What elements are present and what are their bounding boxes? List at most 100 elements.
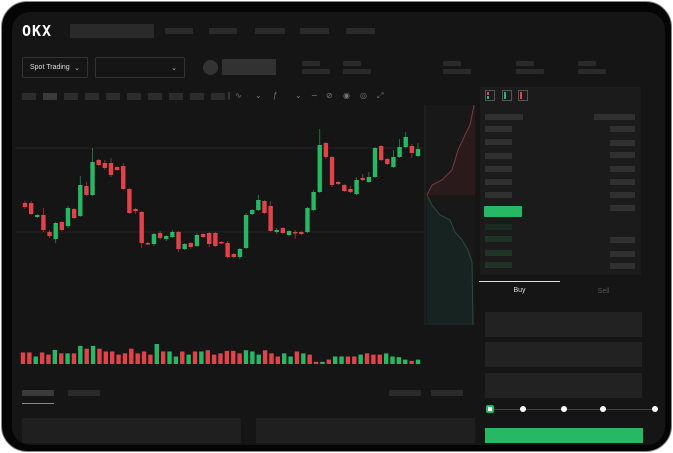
candle[interactable] bbox=[385, 159, 390, 164]
pair-dropdown[interactable]: ⌄ bbox=[95, 57, 185, 78]
candle[interactable] bbox=[121, 166, 126, 189]
candle[interactable] bbox=[274, 230, 279, 232]
candle[interactable] bbox=[139, 212, 144, 243]
candle[interactable] bbox=[311, 192, 316, 210]
buy-button[interactable] bbox=[485, 428, 643, 443]
candle[interactable] bbox=[188, 243, 193, 247]
candle[interactable] bbox=[28, 203, 34, 214]
bid-price[interactable] bbox=[485, 236, 512, 242]
nav-item[interactable] bbox=[300, 28, 329, 34]
candle[interactable] bbox=[133, 209, 138, 211]
candle[interactable] bbox=[366, 177, 372, 182]
candle[interactable] bbox=[90, 162, 95, 195]
timeframe-button-active[interactable] bbox=[43, 93, 57, 100]
timeframe-button[interactable] bbox=[22, 93, 36, 100]
timeframe-button[interactable] bbox=[85, 93, 99, 100]
candle[interactable] bbox=[378, 146, 384, 160]
price-input[interactable] bbox=[485, 312, 642, 337]
candle[interactable] bbox=[305, 208, 310, 232]
slider-step[interactable] bbox=[520, 406, 526, 412]
candle[interactable] bbox=[114, 167, 120, 170]
candle[interactable] bbox=[96, 160, 101, 165]
candle[interactable] bbox=[59, 222, 65, 230]
candle[interactable] bbox=[65, 208, 71, 226]
candle[interactable] bbox=[78, 185, 83, 216]
slider-step[interactable] bbox=[561, 406, 567, 412]
chevron-down-icon[interactable]: ⌄ bbox=[295, 91, 302, 100]
candle[interactable] bbox=[397, 147, 402, 157]
timeframe-button[interactable] bbox=[190, 93, 204, 100]
slider-step[interactable] bbox=[600, 406, 606, 412]
candle[interactable] bbox=[280, 228, 286, 233]
tab-open-orders[interactable] bbox=[22, 390, 54, 396]
candle[interactable] bbox=[237, 249, 243, 257]
candle[interactable] bbox=[360, 178, 365, 180]
fullscreen-icon[interactable]: ⤢ bbox=[377, 91, 384, 100]
total-input[interactable] bbox=[485, 373, 642, 398]
settings-icon[interactable]: ◎ bbox=[360, 91, 367, 100]
candle[interactable] bbox=[157, 233, 163, 238]
candle[interactable] bbox=[268, 206, 273, 231]
candle[interactable] bbox=[84, 186, 89, 195]
search-placeholder[interactable] bbox=[70, 24, 154, 38]
candle[interactable] bbox=[71, 209, 77, 218]
chart-type-icon[interactable]: ∿ bbox=[235, 91, 242, 100]
candle[interactable] bbox=[102, 163, 108, 168]
candle[interactable] bbox=[256, 200, 261, 210]
timeframe-button[interactable] bbox=[127, 93, 141, 100]
nav-item[interactable] bbox=[255, 28, 285, 34]
leverage-slider-track[interactable] bbox=[488, 409, 655, 410]
candle[interactable] bbox=[35, 215, 40, 217]
candle[interactable] bbox=[170, 232, 175, 237]
ask-price[interactable] bbox=[485, 126, 512, 132]
bid-price[interactable] bbox=[485, 250, 512, 256]
candle[interactable] bbox=[299, 232, 304, 234]
candle[interactable] bbox=[231, 254, 236, 257]
candle[interactable] bbox=[108, 163, 114, 175]
timeframe-button[interactable] bbox=[211, 93, 225, 100]
line-tool-icon[interactable]: ∼ bbox=[311, 91, 318, 100]
candle[interactable] bbox=[354, 180, 359, 194]
candle[interactable] bbox=[323, 143, 329, 157]
candle[interactable] bbox=[127, 189, 132, 213]
market-type-dropdown[interactable]: Spot Trading ⌄ bbox=[22, 57, 88, 78]
slider-handle[interactable] bbox=[486, 405, 494, 413]
candle[interactable] bbox=[176, 232, 181, 249]
candle[interactable] bbox=[409, 146, 415, 153]
candle[interactable] bbox=[243, 215, 249, 248]
okx-logo[interactable]: OKX bbox=[22, 22, 53, 40]
candle[interactable] bbox=[335, 182, 341, 184]
timeframe-button[interactable] bbox=[148, 93, 162, 100]
ask-price[interactable] bbox=[485, 166, 512, 172]
candle[interactable] bbox=[41, 215, 46, 230]
candle[interactable] bbox=[151, 234, 157, 244]
candle[interactable] bbox=[225, 243, 230, 257]
nav-item[interactable] bbox=[346, 28, 375, 34]
candle[interactable] bbox=[47, 232, 52, 236]
bid-price[interactable] bbox=[485, 224, 512, 230]
chevron-down-icon[interactable]: ⌄ bbox=[255, 91, 262, 100]
timeframe-button[interactable] bbox=[169, 93, 183, 100]
candle[interactable] bbox=[403, 137, 408, 147]
buy-tab[interactable]: Buy bbox=[513, 287, 526, 294]
sell-tab[interactable]: Sell bbox=[597, 288, 610, 295]
candle[interactable] bbox=[342, 185, 347, 191]
indicator-icon[interactable]: ƒ bbox=[273, 91, 278, 100]
bid-price[interactable] bbox=[485, 262, 512, 268]
candle[interactable] bbox=[164, 236, 169, 239]
timeframe-button[interactable] bbox=[106, 93, 120, 100]
ruler-icon[interactable]: ⊘ bbox=[326, 91, 333, 100]
candle[interactable] bbox=[348, 189, 353, 192]
candle[interactable] bbox=[145, 243, 151, 245]
filter-button[interactable] bbox=[389, 390, 421, 396]
candle[interactable] bbox=[292, 232, 298, 234]
candle[interactable] bbox=[372, 148, 378, 177]
nav-item[interactable] bbox=[209, 28, 237, 34]
candle[interactable] bbox=[329, 157, 335, 185]
candle[interactable] bbox=[415, 149, 421, 156]
ask-price[interactable] bbox=[485, 139, 512, 145]
candle[interactable] bbox=[200, 234, 206, 237]
candle[interactable] bbox=[22, 203, 28, 207]
candle[interactable] bbox=[286, 231, 292, 235]
